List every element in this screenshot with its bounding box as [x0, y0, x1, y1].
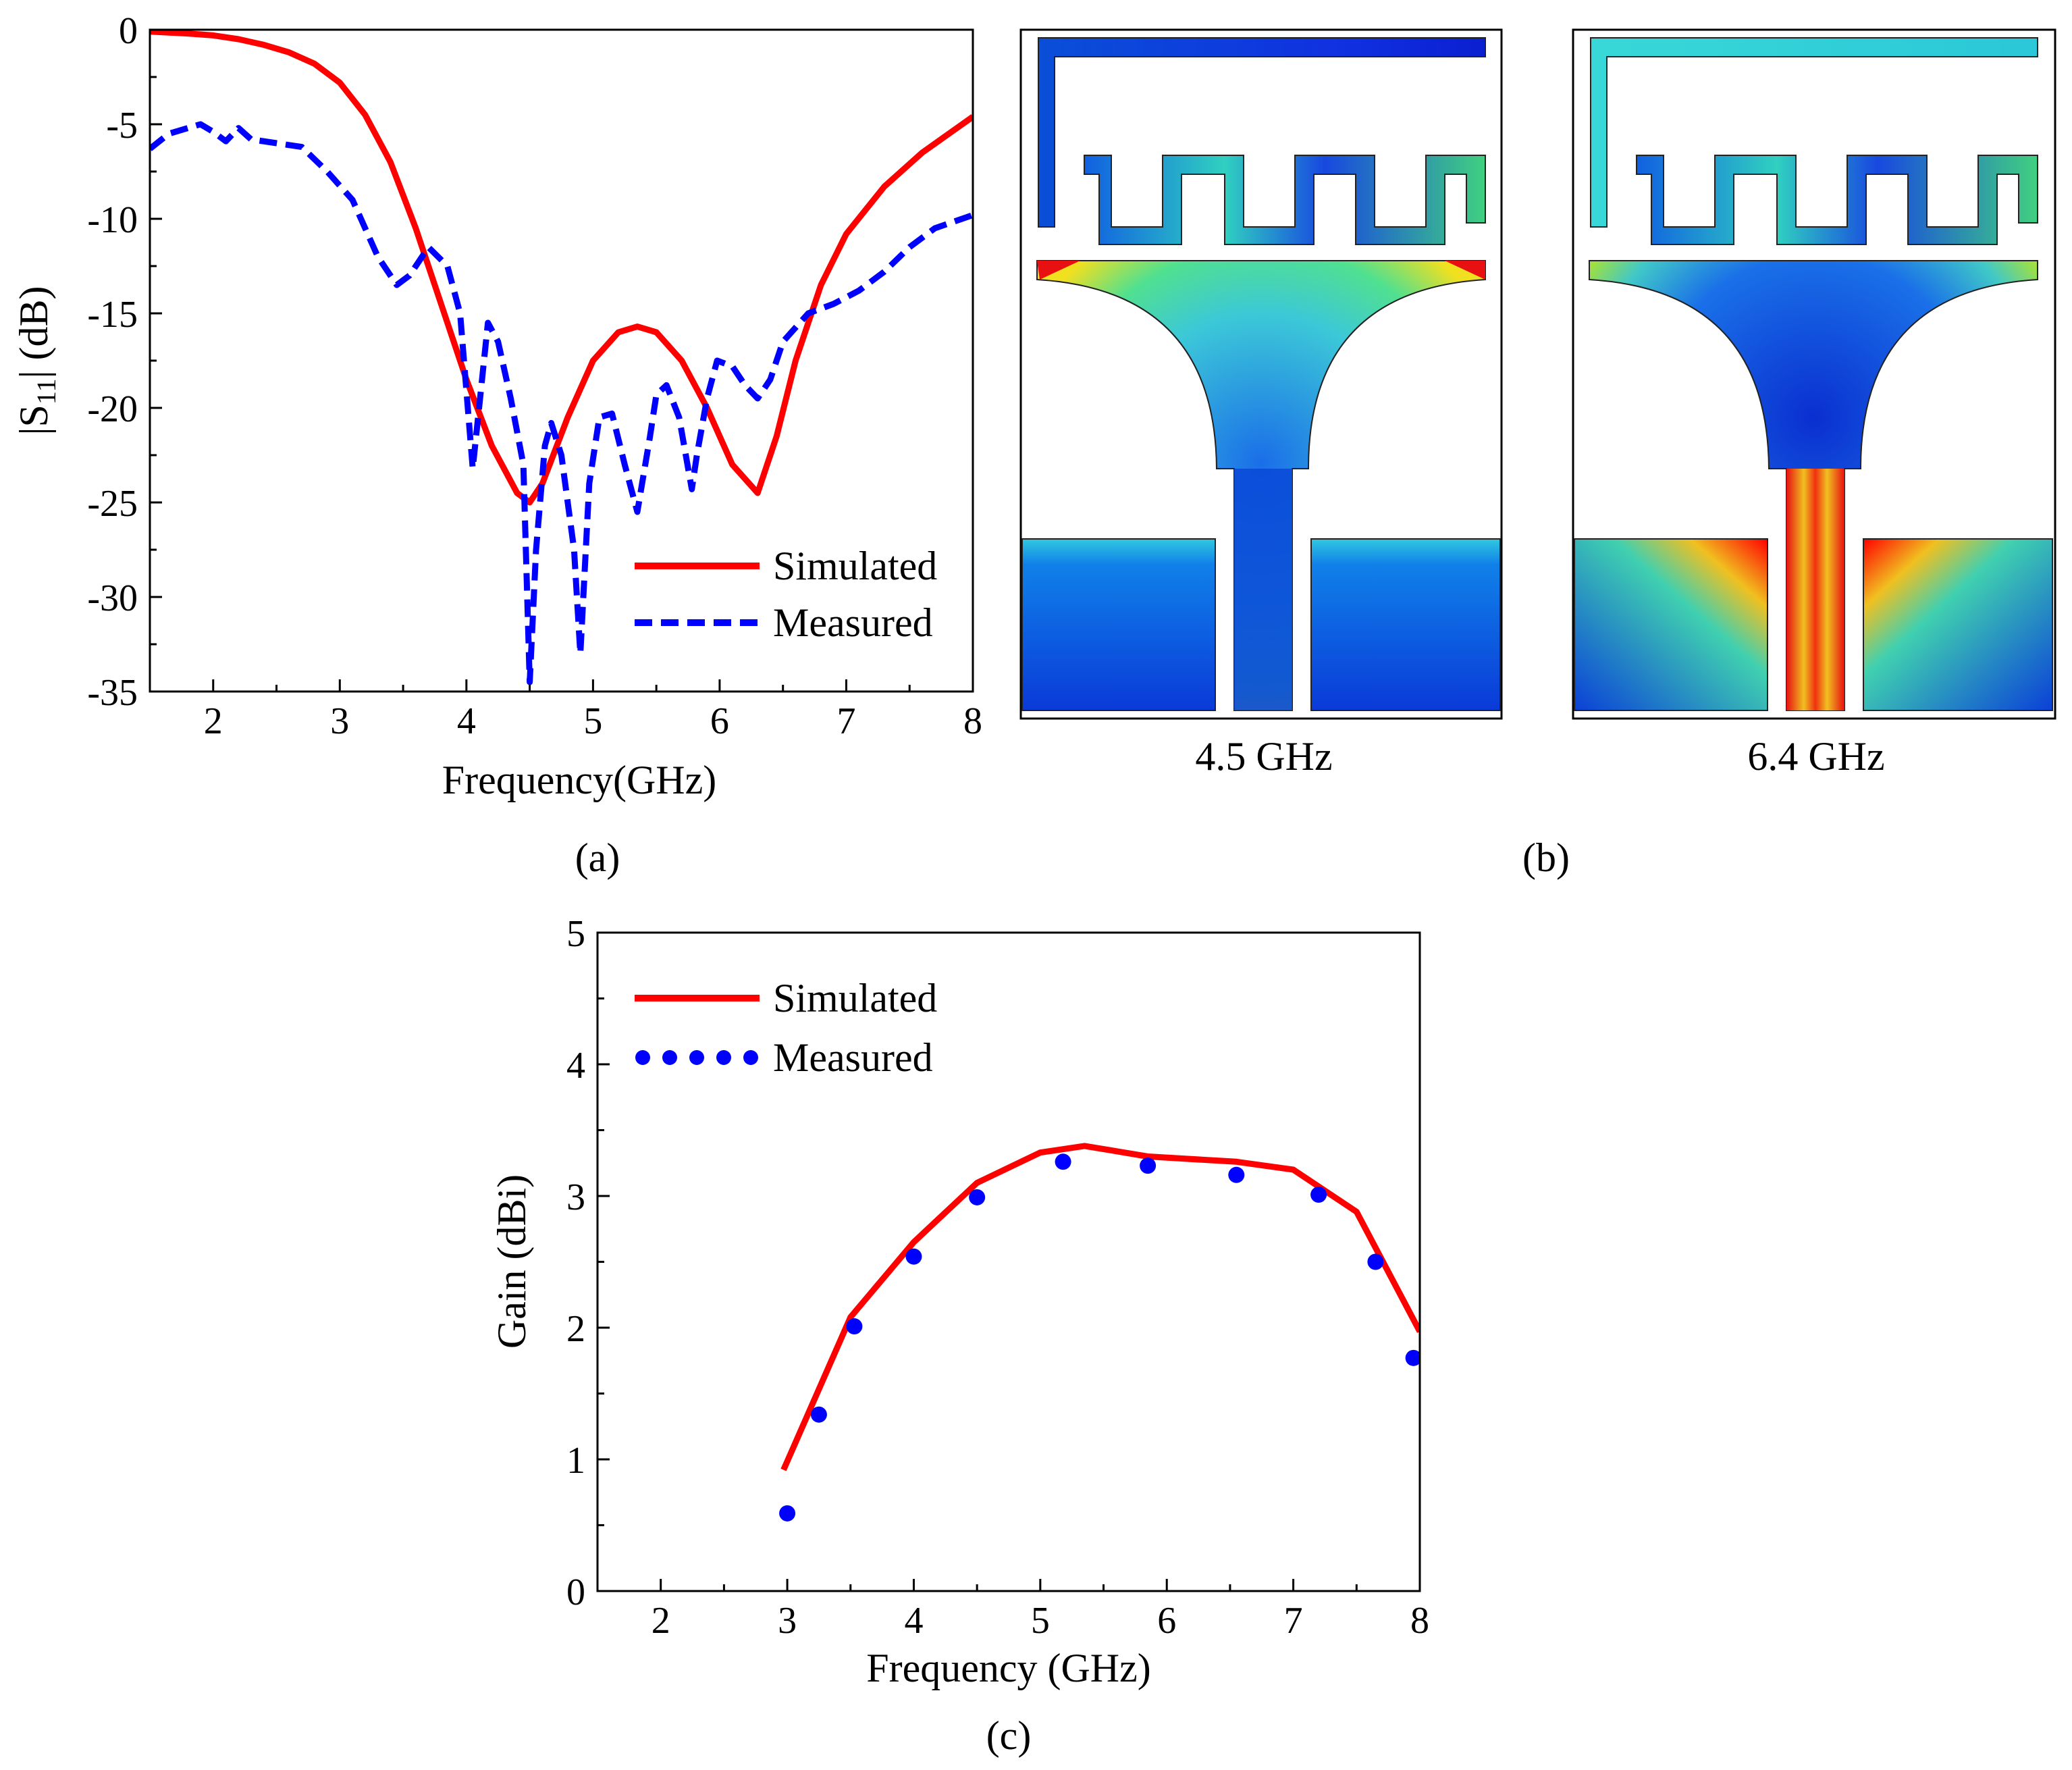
panel-c-label: (c) [986, 1713, 1032, 1758]
field-label-4-5ghz: 4.5 GHz [1195, 734, 1332, 779]
gain-y-tick-label: 4 [566, 1045, 585, 1087]
panel-b-label: (b) [1522, 835, 1570, 880]
feed-4-5ghz [1234, 469, 1292, 710]
s11-legend-simulated-label: Simulated [773, 544, 937, 588]
l-strip-6-4ghz [1590, 37, 2038, 228]
s11-x-tick-label: 4 [457, 700, 476, 742]
hotspot-right-4-5ghz [1445, 261, 1485, 280]
s11-x-axis-label: Frequency(GHz) [442, 758, 717, 802]
gain-x-tick-label: 2 [652, 1600, 670, 1642]
s11-x-tick-label: 7 [836, 700, 855, 742]
s11-plot-frame [149, 28, 974, 693]
s11-y-tick-label: -5 [106, 105, 138, 147]
ground-left-4-5ghz [1021, 538, 1216, 711]
gain-measured-point [1140, 1157, 1157, 1174]
gain-y-tick-label: 0 [566, 1571, 585, 1613]
s11-y-tick-label: -20 [87, 388, 138, 430]
s11-y-tick-label: -10 [87, 199, 138, 241]
gain-legend-simulated-label: Simulated [773, 976, 937, 1020]
s11-y-axis-label: |S11| (dB) [11, 286, 61, 436]
gain-y-tick-label: 1 [566, 1440, 585, 1482]
gain-legend-measured-dot [716, 1050, 731, 1065]
gain-legend-measured-dot [743, 1050, 758, 1065]
ground-right-6-4ghz [1863, 538, 2053, 711]
s11-chart: 2 3 4 5 6 7 8 0 -5 -10 -15 -20 -25 -30 -35 Frequency(… [11, 10, 982, 880]
gain-measured-point [779, 1505, 796, 1521]
gain-measured-point [1310, 1187, 1327, 1203]
gain-measured-point [1055, 1153, 1071, 1170]
gain-measured-point [969, 1189, 986, 1205]
gain-x-tick-label: 8 [1410, 1600, 1429, 1642]
panel-a-label: (a) [575, 835, 620, 880]
gain-measured-point [1367, 1253, 1384, 1270]
s11-measured-line [150, 121, 973, 685]
gain-x-axis-label: Frequency (GHz) [866, 1646, 1151, 1690]
gain-measured-point [810, 1406, 827, 1423]
gain-legend-measured-dot [635, 1050, 650, 1065]
gain-x-tick-label: 7 [1284, 1600, 1303, 1642]
gain-simulated-line [780, 1143, 1420, 1472]
s11-y-tick-label: -25 [87, 483, 138, 525]
current-distribution-panel: 4.5 GHz 6.4 GHz (b) [1019, 28, 2056, 880]
gain-y-tick-label: 3 [566, 1176, 585, 1218]
gain-y-tick-label: 5 [566, 913, 585, 955]
hotspot-left-4-5ghz [1037, 261, 1080, 280]
s11-y-tick-label: -30 [87, 577, 138, 619]
gain-measured-point [1228, 1166, 1245, 1183]
gain-x-tick-label: 3 [778, 1600, 797, 1642]
field-map-4-5ghz [1019, 28, 1503, 720]
meander-4-5ghz [1084, 155, 1486, 245]
gain-measured-point [1405, 1349, 1420, 1366]
gain-y-axis-label: Gain (dBi) [489, 1174, 534, 1349]
gain-measured-point [846, 1318, 863, 1335]
s11-y-tick-label: 0 [119, 10, 138, 52]
gain-x-tick-label: 5 [1031, 1600, 1050, 1642]
s11-legend: Simulated Measured [635, 544, 937, 645]
gain-measured-point [905, 1248, 922, 1265]
meander-6-4ghz [1636, 155, 2038, 245]
feed-6-4ghz [1786, 469, 1844, 710]
l-strip-4-5ghz [1038, 37, 1486, 228]
gain-legend-measured-dot [662, 1050, 677, 1065]
gain-plot-frame [596, 931, 1421, 1592]
s11-simulated-line [150, 30, 973, 506]
gain-x-tick-label: 4 [904, 1600, 923, 1642]
gain-legend: Simulated Measured [635, 976, 937, 1080]
s11-x-tick-label: 8 [963, 700, 982, 742]
field-label-6-4ghz: 6.4 GHz [1747, 734, 1884, 779]
gain-legend-measured-dot [689, 1050, 704, 1065]
s11-x-tick-label: 3 [330, 700, 349, 742]
gain-y-tick-label: 2 [566, 1308, 585, 1350]
gain-legend-measured-label: Measured [773, 1035, 933, 1080]
gain-x-tick-label: 6 [1157, 1600, 1176, 1642]
ground-right-4-5ghz [1310, 538, 1501, 711]
field-map-6-4ghz [1572, 28, 2056, 720]
s11-y-tick-label: -15 [87, 294, 138, 336]
s11-x-tick-label: 5 [583, 700, 602, 742]
s11-x-tick-label: 2 [204, 700, 223, 742]
s11-x-tick-label: 6 [710, 700, 729, 742]
gain-chart: 2 3 4 5 6 7 8 0 1 2 3 4 5 Frequency (GHz) Gain (dBi… [489, 913, 1429, 1758]
s11-y-tick-label: -35 [87, 672, 138, 714]
s11-legend-measured-label: Measured [773, 600, 933, 645]
ground-left-6-4ghz [1574, 538, 1768, 711]
